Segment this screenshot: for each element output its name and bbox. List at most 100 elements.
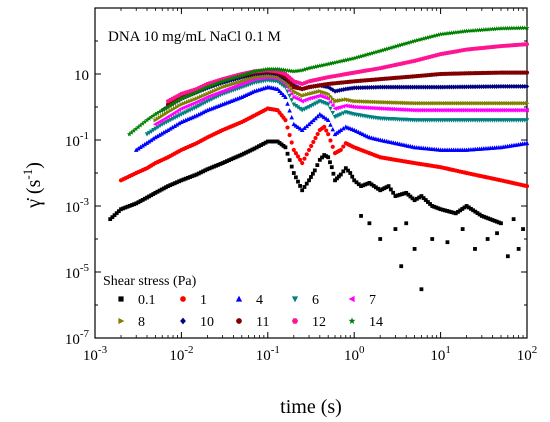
data-point bbox=[384, 84, 389, 90]
data-point bbox=[269, 139, 274, 144]
data-point bbox=[423, 198, 428, 202]
x-tick-label: 100 bbox=[344, 344, 365, 364]
data-point bbox=[300, 188, 305, 193]
data-point bbox=[379, 106, 385, 111]
data-point bbox=[116, 209, 121, 214]
data-point bbox=[145, 195, 149, 200]
data-point bbox=[330, 102, 335, 108]
data-point bbox=[271, 139, 276, 144]
data-point bbox=[150, 113, 156, 118]
data-point bbox=[401, 84, 406, 90]
data-point bbox=[521, 227, 525, 231]
data-point bbox=[381, 47, 388, 52]
y-tick-label: 10-7 bbox=[65, 328, 90, 348]
series-4 bbox=[133, 84, 530, 152]
data-point bbox=[277, 80, 282, 86]
data-point bbox=[360, 105, 365, 110]
data-point bbox=[443, 208, 447, 213]
data-point bbox=[482, 214, 486, 219]
data-point bbox=[172, 100, 178, 105]
legend-label: 1 bbox=[200, 293, 207, 308]
data-point bbox=[220, 161, 225, 165]
data-point bbox=[176, 120, 182, 126]
legend-label: 7 bbox=[369, 293, 376, 308]
data-point bbox=[191, 90, 197, 96]
data-point bbox=[317, 63, 323, 69]
data-point bbox=[349, 104, 355, 109]
data-point bbox=[475, 84, 480, 90]
data-point bbox=[167, 126, 173, 131]
data-point bbox=[340, 58, 346, 63]
data-point bbox=[403, 107, 408, 113]
data-point bbox=[138, 144, 143, 150]
data-point bbox=[505, 83, 510, 89]
data-point bbox=[341, 169, 346, 174]
data-point bbox=[377, 48, 383, 54]
data-point bbox=[345, 103, 350, 109]
data-point bbox=[327, 60, 333, 66]
data-point bbox=[359, 214, 363, 218]
data-point bbox=[295, 124, 301, 130]
data-point bbox=[436, 206, 441, 211]
data-point bbox=[391, 190, 396, 195]
data-point bbox=[407, 107, 413, 113]
data-point bbox=[477, 212, 482, 217]
data-point bbox=[495, 231, 499, 236]
data-point bbox=[289, 86, 295, 92]
data-point bbox=[369, 84, 374, 90]
data-point bbox=[481, 27, 487, 32]
data-point bbox=[406, 84, 411, 90]
data-point bbox=[470, 84, 476, 90]
data-point bbox=[326, 91, 331, 97]
data-point bbox=[175, 180, 179, 185]
data-point bbox=[438, 84, 443, 90]
data-point bbox=[488, 217, 493, 222]
data-point bbox=[376, 186, 380, 191]
data-point bbox=[373, 185, 378, 190]
data-point bbox=[477, 84, 482, 90]
data-point bbox=[267, 139, 272, 144]
data-point bbox=[388, 84, 394, 90]
data-point bbox=[287, 132, 292, 138]
legend-label: 6 bbox=[312, 293, 319, 308]
data-point bbox=[417, 195, 422, 200]
data-point bbox=[341, 125, 346, 131]
legend-label: 12 bbox=[312, 315, 326, 330]
data-point bbox=[153, 190, 158, 195]
data-point bbox=[312, 64, 318, 69]
data-point bbox=[440, 207, 445, 212]
data-point bbox=[328, 94, 333, 99]
data-point bbox=[265, 66, 271, 72]
data-point bbox=[412, 38, 418, 44]
data-point bbox=[360, 53, 366, 58]
data-point bbox=[157, 188, 162, 193]
data-point bbox=[271, 66, 277, 72]
data-point bbox=[259, 74, 264, 79]
data-point bbox=[364, 51, 370, 57]
data-point bbox=[446, 30, 452, 36]
data-point bbox=[291, 121, 297, 127]
data-point bbox=[412, 198, 417, 203]
data-point bbox=[199, 170, 203, 175]
data-point bbox=[421, 196, 426, 200]
data-point bbox=[309, 175, 313, 179]
data-point bbox=[468, 28, 474, 33]
data-point bbox=[187, 92, 193, 98]
y-axis-label-close: ) bbox=[23, 162, 45, 169]
data-point bbox=[326, 84, 331, 90]
data-point bbox=[393, 194, 398, 198]
legend-marker bbox=[236, 318, 242, 324]
data-point bbox=[462, 84, 467, 90]
data-point bbox=[313, 135, 318, 141]
data-point bbox=[476, 27, 483, 33]
data-point bbox=[496, 83, 501, 89]
data-point bbox=[434, 84, 439, 90]
data-point bbox=[241, 151, 246, 156]
data-point bbox=[419, 84, 424, 90]
data-point bbox=[338, 58, 344, 64]
data-point bbox=[473, 209, 478, 214]
data-point bbox=[412, 84, 417, 90]
data-point bbox=[251, 68, 257, 74]
data-point bbox=[373, 105, 378, 111]
data-point bbox=[340, 104, 346, 109]
